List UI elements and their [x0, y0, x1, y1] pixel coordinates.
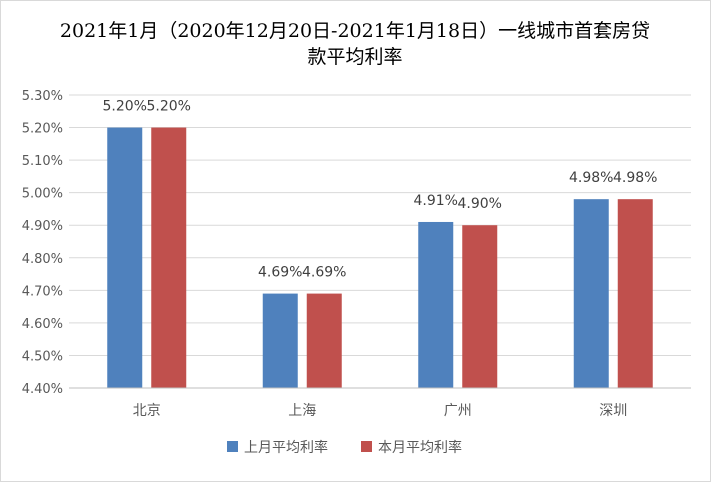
- bar-last-month: [107, 127, 143, 389]
- y-tick-label: 5.10%: [22, 154, 63, 169]
- bar-this-month: [462, 225, 498, 388]
- x-tick-label: 北京: [133, 403, 161, 419]
- y-axis: 4.40% 4.50% 4.60% 4.70% 4.80% 4.90% 5.00% 5.10%…: [22, 89, 63, 397]
- legend: 上月平均利率 本月平均利率: [227, 439, 462, 456]
- bar-last-month: [418, 221, 454, 388]
- data-label: 4.69%: [302, 265, 346, 281]
- legend-label: 本月平均利率: [378, 439, 462, 456]
- data-label: 5.20%: [103, 99, 147, 115]
- bars: [107, 127, 653, 389]
- chart-title: 2021年1月（2020年12月20日-2021年1月18日）一线城市首套房贷 …: [60, 20, 650, 68]
- x-tick-label: 深圳: [599, 403, 627, 419]
- bar-last-month: [573, 199, 609, 388]
- x-tick-label: 广州: [444, 403, 472, 419]
- x-axis: 北京 上海 广州 深圳: [69, 387, 691, 419]
- bar-last-month: [262, 293, 298, 388]
- y-tick-label: 4.60%: [22, 317, 63, 332]
- data-label: 4.90%: [458, 196, 502, 212]
- chart-title-line-2: 款平均利率: [307, 46, 402, 68]
- y-tick-label: 4.70%: [22, 284, 63, 299]
- data-label: 4.98%: [613, 170, 657, 186]
- data-label: 4.91%: [414, 193, 458, 209]
- chart-title-line-1: 2021年1月（2020年12月20日-2021年1月18日）一线城市首套房贷: [60, 20, 650, 42]
- y-tick-label: 4.80%: [22, 252, 63, 267]
- data-label: 4.69%: [258, 265, 302, 281]
- data-label: 5.20%: [147, 99, 191, 115]
- bar-this-month: [306, 293, 342, 388]
- x-tick-label: 上海: [288, 403, 316, 419]
- y-tick-label: 4.90%: [22, 219, 63, 234]
- data-label: 4.98%: [569, 170, 613, 186]
- y-tick-label: 4.40%: [22, 382, 63, 397]
- bar-this-month: [617, 199, 653, 388]
- y-tick-label: 5.30%: [22, 89, 63, 104]
- legend-swatch: [227, 441, 238, 452]
- y-tick-label: 4.50%: [22, 349, 63, 364]
- data-labels: 5.20% 5.20% 4.69% 4.69% 4.91% 4.90% 4.98% 4.98%: [103, 99, 658, 281]
- legend-swatch: [361, 441, 372, 452]
- y-tick-label: 5.20%: [22, 122, 63, 137]
- y-tick-label: 5.00%: [22, 187, 63, 202]
- legend-label: 上月平均利率: [244, 439, 328, 456]
- bar-this-month: [151, 127, 187, 389]
